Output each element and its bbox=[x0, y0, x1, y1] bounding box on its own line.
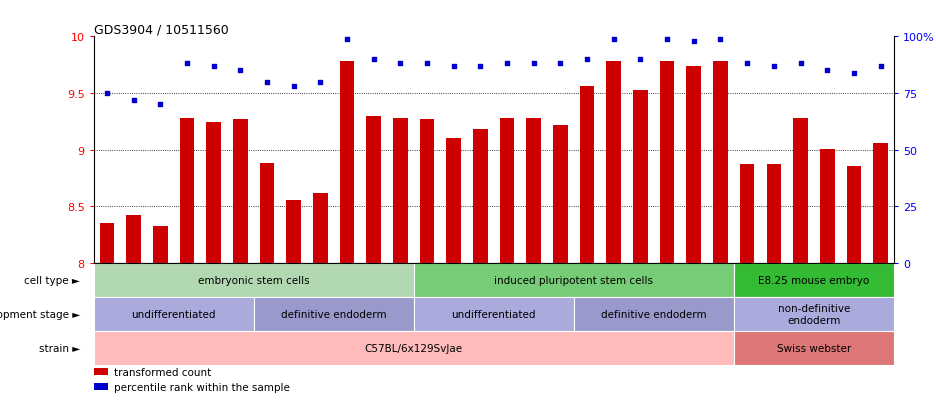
Bar bbox=[94, 263, 414, 297]
Bar bbox=[180, 119, 195, 263]
Point bbox=[873, 63, 888, 70]
Text: definitive endoderm: definitive endoderm bbox=[281, 309, 387, 319]
Point bbox=[180, 61, 195, 68]
Point bbox=[686, 38, 701, 45]
Point bbox=[340, 36, 355, 43]
Bar bbox=[820, 149, 835, 263]
Point bbox=[553, 61, 568, 68]
Point bbox=[99, 90, 114, 97]
Text: E8.25 mouse embryo: E8.25 mouse embryo bbox=[758, 275, 870, 285]
Text: non-definitive
endoderm: non-definitive endoderm bbox=[778, 304, 850, 325]
Bar bbox=[340, 62, 355, 263]
Point bbox=[286, 84, 301, 90]
Bar bbox=[553, 126, 568, 263]
Bar bbox=[767, 165, 782, 263]
Point bbox=[660, 36, 675, 43]
Bar bbox=[793, 119, 808, 263]
Bar bbox=[286, 200, 301, 263]
Bar bbox=[94, 368, 108, 375]
Bar bbox=[739, 165, 754, 263]
Point bbox=[579, 57, 594, 63]
Point bbox=[206, 63, 221, 70]
Bar bbox=[713, 62, 728, 263]
Bar bbox=[660, 62, 675, 263]
Text: Swiss webster: Swiss webster bbox=[777, 343, 851, 353]
Point bbox=[313, 79, 328, 86]
Point bbox=[259, 79, 274, 86]
Point bbox=[126, 97, 141, 104]
Point bbox=[526, 61, 541, 68]
Bar bbox=[473, 130, 488, 263]
Point bbox=[446, 63, 461, 70]
Bar bbox=[446, 139, 461, 263]
Bar bbox=[734, 297, 894, 331]
Point bbox=[500, 61, 515, 68]
Text: undifferentiated: undifferentiated bbox=[451, 309, 536, 319]
Text: definitive endoderm: definitive endoderm bbox=[601, 309, 707, 319]
Bar bbox=[574, 297, 734, 331]
Point bbox=[153, 102, 168, 108]
Bar bbox=[734, 263, 894, 297]
Text: embryonic stem cells: embryonic stem cells bbox=[197, 275, 310, 285]
Bar bbox=[126, 216, 141, 263]
Bar bbox=[526, 119, 541, 263]
Bar bbox=[366, 116, 381, 263]
Bar bbox=[254, 297, 414, 331]
Point bbox=[793, 61, 808, 68]
Bar bbox=[94, 331, 734, 365]
Bar bbox=[414, 263, 734, 297]
Point bbox=[233, 68, 248, 74]
Bar bbox=[259, 164, 274, 263]
Text: percentile rank within the sample: percentile rank within the sample bbox=[113, 382, 289, 392]
Point bbox=[767, 63, 782, 70]
Text: development stage ►: development stage ► bbox=[0, 309, 80, 319]
Bar bbox=[633, 90, 648, 263]
Text: undifferentiated: undifferentiated bbox=[131, 309, 216, 319]
Text: cell type ►: cell type ► bbox=[24, 275, 80, 285]
Bar bbox=[153, 226, 168, 263]
Bar bbox=[846, 166, 861, 263]
Bar bbox=[873, 143, 888, 263]
Bar bbox=[419, 120, 434, 263]
Bar bbox=[393, 119, 408, 263]
Bar bbox=[99, 224, 114, 263]
Point bbox=[846, 70, 861, 77]
Point bbox=[739, 61, 754, 68]
Point bbox=[713, 36, 728, 43]
Point bbox=[607, 36, 622, 43]
Text: C57BL/6x129SvJae: C57BL/6x129SvJae bbox=[365, 343, 462, 353]
Bar bbox=[500, 119, 515, 263]
Bar bbox=[94, 297, 254, 331]
Bar bbox=[414, 297, 574, 331]
Text: induced pluripotent stem cells: induced pluripotent stem cells bbox=[494, 275, 653, 285]
Point bbox=[633, 57, 648, 63]
Bar bbox=[734, 331, 894, 365]
Text: GDS3904 / 10511560: GDS3904 / 10511560 bbox=[94, 23, 228, 36]
Point bbox=[366, 57, 381, 63]
Bar bbox=[233, 120, 248, 263]
Bar bbox=[686, 66, 701, 263]
Point bbox=[473, 63, 488, 70]
Point bbox=[393, 61, 408, 68]
Bar bbox=[607, 62, 622, 263]
Bar bbox=[579, 87, 594, 263]
Point bbox=[419, 61, 434, 68]
Bar bbox=[206, 123, 221, 263]
Point bbox=[820, 68, 835, 74]
Bar bbox=[313, 193, 328, 263]
Text: strain ►: strain ► bbox=[39, 343, 80, 353]
Text: transformed count: transformed count bbox=[113, 367, 211, 377]
Bar bbox=[94, 382, 108, 390]
